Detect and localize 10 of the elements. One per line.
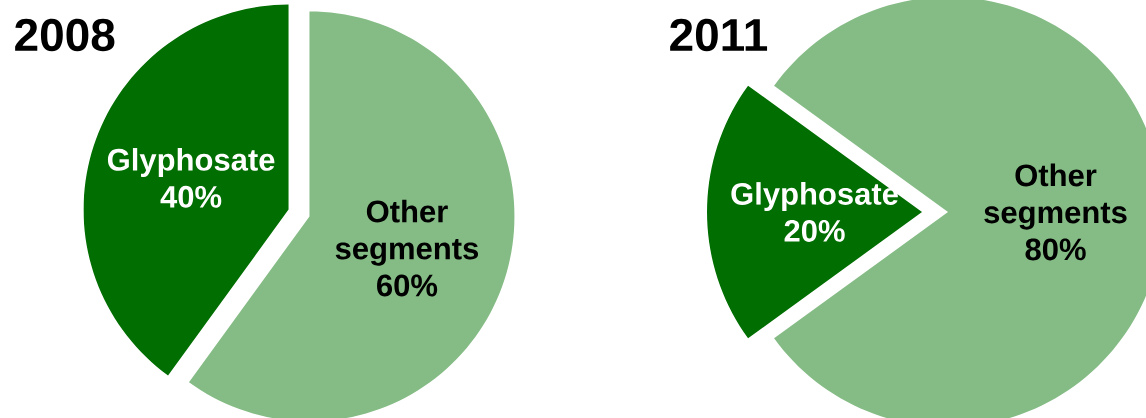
- slice-label: Other segments: [984, 163, 1127, 230]
- data-label: 40%: [160, 185, 222, 208]
- data-label: 60%: [377, 274, 438, 297]
- slice-label: Glyphosate: [107, 148, 275, 177]
- chart-title: 2011: [670, 18, 768, 52]
- slice-label: Glyphosate: [731, 182, 898, 212]
- data-label: 20%: [784, 219, 845, 242]
- chart-title: 2008: [15, 18, 115, 52]
- data-label: 80%: [1025, 238, 1086, 261]
- slice-label: Other segments: [335, 199, 479, 266]
